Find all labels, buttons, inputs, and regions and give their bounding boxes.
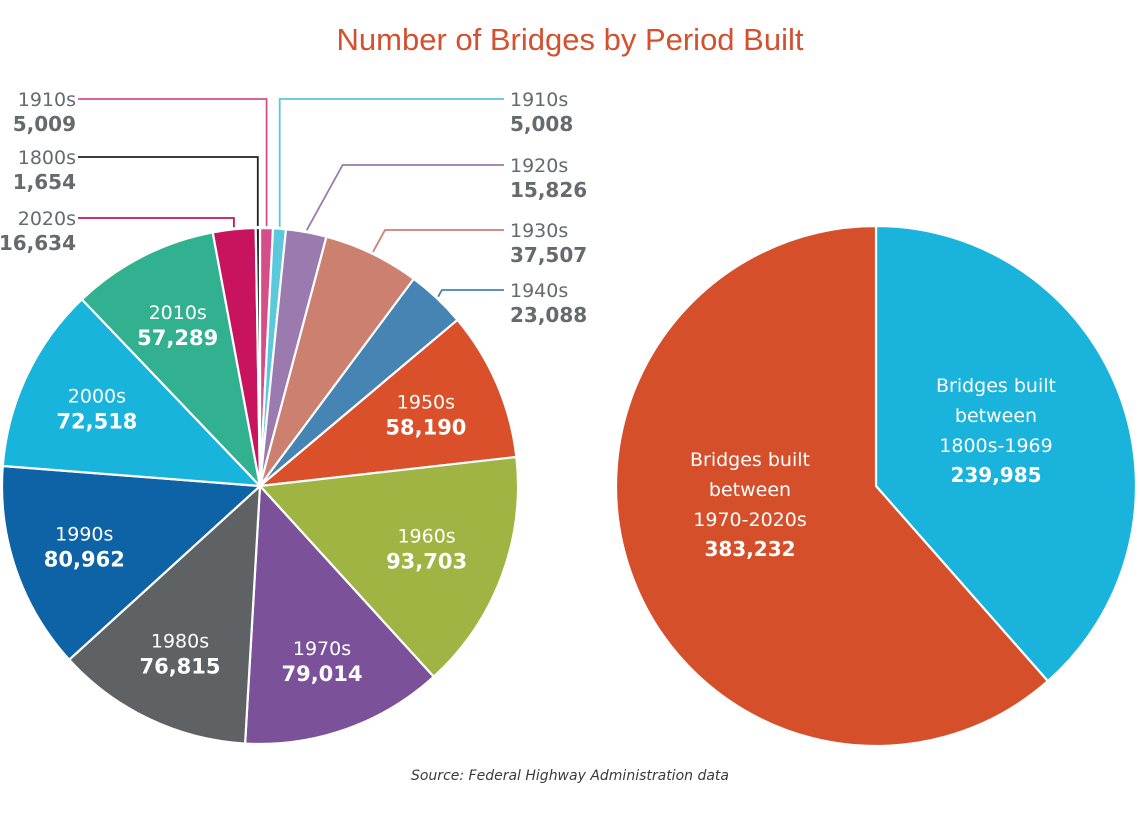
leader-line-1910s-0 <box>78 98 268 227</box>
pie-slice-1950s-5 <box>258 318 518 488</box>
pie-slice-1980s-8 <box>68 484 262 745</box>
callout-label-1940s-4: 1940s <box>510 280 568 302</box>
slice-label-1950s: 1950s <box>397 392 455 414</box>
summary-slice-label-line-0-0: Bridges built <box>936 375 1056 397</box>
summary-slice-value-1: 383,232 <box>704 537 795 561</box>
summary-slice-label-line-1-0: Bridges built <box>690 449 810 471</box>
leader-line-1930s-3 <box>372 229 504 253</box>
pie-slice-bridges-built-between-1800s-1969-0 <box>874 224 1138 683</box>
callout-label-1910s-1: 1910s <box>510 89 568 111</box>
slice-label-2000s: 2000s <box>68 386 126 408</box>
chart-title: Number of Bridges by Period Built <box>336 22 804 57</box>
summary-pie-chart: Bridges built between 1800s-1969 239,985 Bri… <box>614 224 1138 748</box>
leader-line-1910s-1 <box>278 98 504 227</box>
pie-slice-1960s-6 <box>258 455 520 678</box>
slice-label-1970s: 1970s <box>293 638 351 660</box>
slice-label-1980s: 1980s <box>151 631 209 653</box>
callout-value-1940s-4: 23,088 <box>510 303 587 327</box>
callout-label-2020s-12: 2020s <box>18 208 76 230</box>
slice-value-2000s: 72,518 <box>56 410 137 434</box>
callout-value-1930s-3: 37,507 <box>510 243 587 267</box>
pie-slice-2010s-11 <box>80 231 262 488</box>
pie-slice-2000s-10 <box>1 298 262 488</box>
callout-value-1910s-0: 5,009 <box>13 112 76 136</box>
leader-line-2020s-12 <box>78 217 235 228</box>
callout-value-1910s-1: 5,008 <box>510 112 573 136</box>
leader-line-1940s-4 <box>437 289 504 298</box>
callout-label-1800s-13: 1800s <box>18 147 76 169</box>
slice-value-1990s: 80,962 <box>44 547 125 571</box>
summary-slice-label-line-1-1: between <box>709 479 791 501</box>
leader-line-1920s-2 <box>305 164 504 231</box>
slice-value-1960s: 93,703 <box>386 550 467 574</box>
summary-slice-value-0: 239,985 <box>950 463 1041 487</box>
callout-value-1920s-2: 15,826 <box>510 178 587 202</box>
summary-slice-label-line-1-2: 1970-2020s <box>693 509 806 531</box>
source-note: Source: Federal Highway Administration d… <box>410 768 729 784</box>
leader-line-1800s-13 <box>78 156 259 226</box>
slice-value-1980s: 76,815 <box>139 655 220 679</box>
callout-value-2020s-12: 16,634 <box>0 231 76 255</box>
pie-slice-1800s-13 <box>254 226 262 488</box>
slice-value-1950s: 58,190 <box>385 416 466 440</box>
summary-slice-label-line-0-2: 1800s-1969 <box>939 435 1052 457</box>
slice-label-1990s: 1990s <box>55 523 113 545</box>
slice-value-2010s: 57,289 <box>137 326 218 350</box>
callout-label-1930s-3: 1930s <box>510 220 568 242</box>
summary-slice-label-line-0-1: between <box>955 405 1037 427</box>
pie-slice-1970s-7 <box>243 484 435 746</box>
pie-slice-bridges-built-between-1970-2020s-1 <box>614 224 1049 748</box>
callout-label-1920s-2: 1920s <box>510 155 568 177</box>
callout-value-1800s-13: 1,654 <box>13 170 76 194</box>
slice-value-1970s: 79,014 <box>281 662 362 686</box>
pie-slice-1990s-9 <box>0 464 262 661</box>
callout-label-1910s-0: 1910s <box>18 89 76 111</box>
slice-label-2010s: 2010s <box>149 302 207 324</box>
slice-label-1960s: 1960s <box>397 526 455 548</box>
